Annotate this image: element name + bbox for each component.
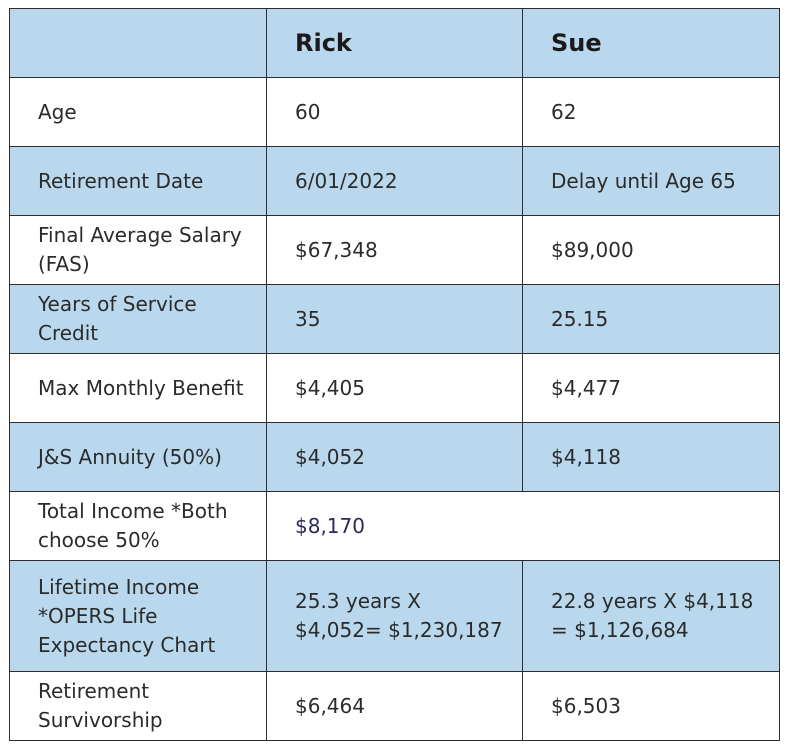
table-row-total-income: Total Income *Both choose 50% $8,170 — [9, 491, 780, 561]
rick-value: 35 — [266, 284, 523, 354]
row-label: Age — [9, 77, 267, 147]
row-label: Years of Service Credit — [9, 284, 267, 354]
rick-value: $4,052 — [266, 422, 523, 492]
rick-value: 25.3 years X $4,052= $1,230,187 — [266, 560, 523, 672]
rick-value: 60 — [266, 77, 523, 147]
table-row-years-of-service: Years of Service Credit 35 25.15 — [9, 284, 780, 354]
table-row-lifetime-income: Lifetime Income *OPERS Life Expectancy C… — [9, 560, 780, 672]
table-row-survivorship: Retirement Survivorship $6,464 $6,503 — [9, 671, 780, 741]
rick-value: $6,464 — [266, 671, 523, 741]
sue-value: $4,477 — [522, 353, 780, 423]
sue-value: 22.8 years X $4,118 = $1,126,684 — [522, 560, 780, 672]
table-row-js-annuity: J&S Annuity (50%) $4,052 $4,118 — [9, 422, 780, 492]
row-label: Max Monthly Benefit — [9, 353, 267, 423]
sue-value: Delay until Age 65 — [522, 146, 780, 216]
table-row-age: Age 60 62 — [9, 77, 780, 147]
sue-value: 62 — [522, 77, 780, 147]
row-label: J&S Annuity (50%) — [9, 422, 267, 492]
combined-total-value: $8,170 — [266, 491, 780, 561]
row-label: Total Income *Both choose 50% — [9, 491, 267, 561]
table-row-retirement-date: Retirement Date 6/01/2022 Delay until Ag… — [9, 146, 780, 216]
header-corner-cell — [9, 8, 267, 78]
retirement-comparison-table: Rick Sue Age 60 62 Retirement Date 6/01/… — [9, 8, 780, 741]
rick-value: $67,348 — [266, 215, 523, 285]
sue-value: 25.15 — [522, 284, 780, 354]
header-rick: Rick — [266, 8, 523, 78]
table-header-row: Rick Sue — [9, 8, 780, 78]
row-label: Lifetime Income *OPERS Life Expectancy C… — [9, 560, 267, 672]
rick-value: 6/01/2022 — [266, 146, 523, 216]
header-sue: Sue — [522, 8, 780, 78]
sue-value: $89,000 — [522, 215, 780, 285]
row-label: Retirement Date — [9, 146, 267, 216]
table-row-max-monthly-benefit: Max Monthly Benefit $4,405 $4,477 — [9, 353, 780, 423]
sue-value: $4,118 — [522, 422, 780, 492]
sue-value: $6,503 — [522, 671, 780, 741]
row-label: Final Average Salary (FAS) — [9, 215, 267, 285]
table-row-final-average-salary: Final Average Salary (FAS) $67,348 $89,0… — [9, 215, 780, 285]
row-label: Retirement Survivorship — [9, 671, 267, 741]
rick-value: $4,405 — [266, 353, 523, 423]
